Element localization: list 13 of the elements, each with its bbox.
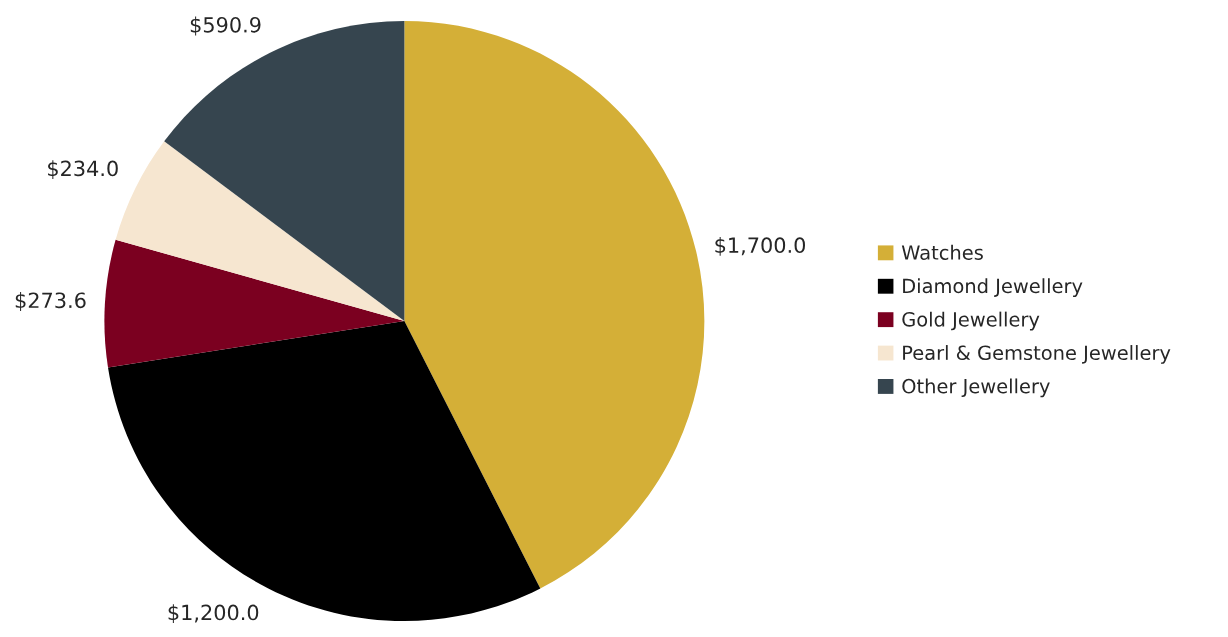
pie-slice [404, 21, 705, 589]
data-label: $1,200.0 [168, 604, 259, 624]
legend-label: Diamond Jewellery [903, 278, 1083, 298]
legend-label: Watches [901, 244, 983, 260]
data-label: $590.9 [190, 16, 261, 36]
pie-slice [104, 239, 405, 368]
data-label: $273.6 [15, 292, 86, 311]
legend-label: Gold Jewellery [902, 311, 1040, 331]
legend-label: Pearl & Gemstone Jewellery [903, 345, 1171, 364]
legend-label: Other Jewellery [902, 378, 1050, 398]
data-label: $1,700.0 [715, 236, 806, 256]
data-label: $234.0 [48, 160, 118, 180]
pie-slice [107, 321, 541, 622]
